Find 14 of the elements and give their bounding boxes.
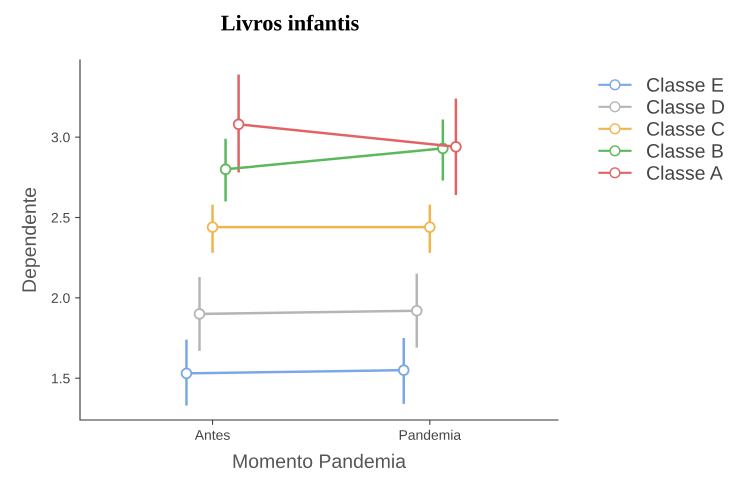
y-tick-label: 2.0 (52, 293, 70, 304)
x-axis-title: Momento Pandemia (234, 454, 406, 468)
legend-label: Classe E (647, 78, 724, 92)
y-tick-label: 3.0 (52, 132, 70, 142)
x-tick-label: Antes (194, 430, 230, 440)
chart-title: Livros infantis (221, 14, 359, 31)
legend-label: Classe C (647, 122, 724, 136)
y-axis-title: Dependente (22, 188, 40, 292)
y-tick-label: 2.5 (52, 212, 70, 223)
legend-label: Classe A (647, 166, 723, 180)
y-tick-label: 1.5 (52, 374, 70, 384)
x-tick-label: Pandemia (400, 430, 462, 440)
legend-label: Classe D (647, 100, 724, 114)
legend-label: Classe B (647, 144, 723, 158)
